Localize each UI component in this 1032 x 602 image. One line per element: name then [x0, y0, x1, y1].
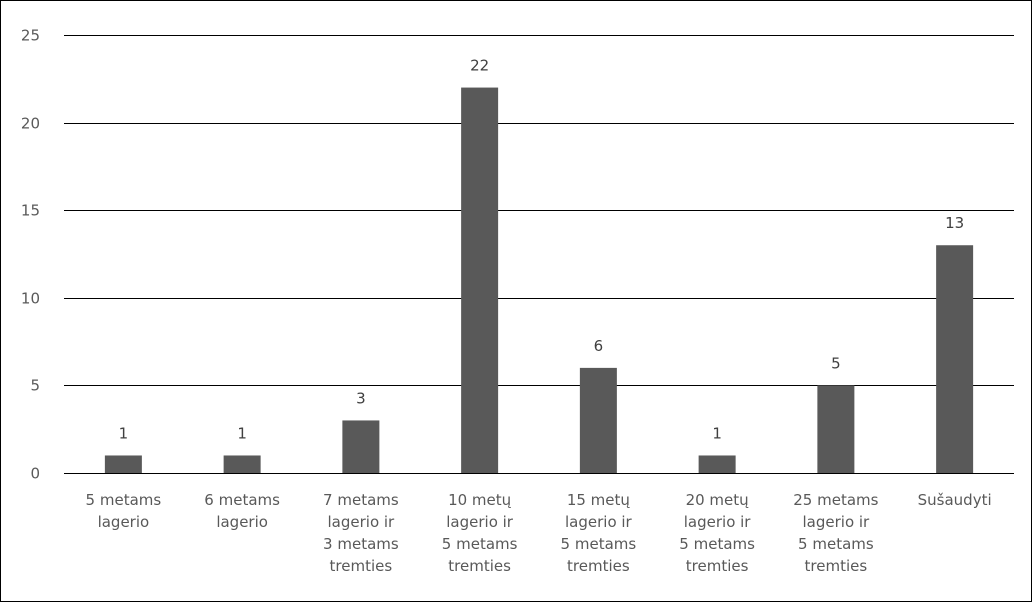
x-tick-label-line: lagerio ir	[328, 513, 396, 531]
data-label: 13	[945, 214, 964, 232]
x-tick-label-line: tremties	[805, 557, 868, 575]
data-label: 1	[712, 424, 722, 442]
data-label: 1	[237, 424, 247, 442]
x-tick-label-line: lagerio ir	[565, 513, 633, 531]
y-axis-ticks: 0 5 10 15 20 25	[21, 27, 40, 483]
y-tick-label: 0	[30, 465, 40, 483]
x-tick-label-line: Sušaudyti	[918, 491, 992, 509]
x-tick-label-line: tremties	[686, 557, 749, 575]
bar	[461, 87, 499, 473]
y-tick-label: 5	[30, 377, 40, 395]
y-tick-label: 20	[21, 115, 40, 133]
x-tick-label-line: 7 metams	[323, 491, 399, 509]
x-tick-label-line: lagerio ir	[446, 513, 514, 531]
y-tick-label: 15	[21, 202, 40, 220]
x-tick-label-line: lagerio	[98, 513, 150, 531]
y-tick-label: 25	[21, 27, 40, 45]
data-label: 1	[119, 424, 129, 442]
x-tick-label-line: 20 metų	[686, 491, 750, 509]
x-tick-label-line: 5 metams	[679, 535, 755, 553]
data-label: 22	[470, 57, 489, 75]
x-tick-label: 7 metams lagerio ir 3 metams tremties	[323, 491, 399, 575]
x-tick-label-line: lagerio	[216, 513, 268, 531]
data-label: 3	[356, 389, 366, 407]
x-tick-label-line: 15 metų	[567, 491, 631, 509]
x-tick-label: 10 metų lagerio ir 5 metams tremties	[442, 491, 518, 575]
x-tick-label: 20 metų lagerio ir 5 metams tremties	[679, 491, 755, 575]
x-tick-label-line: 5 metams	[798, 535, 874, 553]
x-tick-label-line: 6 metams	[204, 491, 280, 509]
x-tick-label-line: 10 metų	[448, 491, 512, 509]
bar	[104, 455, 142, 473]
x-axis-ticks: 5 metams lagerio 6 metams lagerio 7 metams la…	[86, 491, 992, 575]
x-tick-label-line: lagerio ir	[803, 513, 871, 531]
x-tick-label-line: 25 metams	[793, 491, 878, 509]
x-tick-label-line: lagerio ir	[684, 513, 752, 531]
x-tick-label-line: tremties	[330, 557, 393, 575]
bar	[579, 367, 617, 473]
x-tick-label-line: tremties	[567, 557, 630, 575]
x-tick-label-line: tremties	[448, 557, 511, 575]
x-tick-label: 15 metų lagerio ir 5 metams tremties	[561, 491, 637, 575]
bars	[104, 87, 974, 473]
x-tick-label-line: 5 metams	[86, 491, 162, 509]
x-tick-label: 25 metams lagerio ir 5 metams tremties	[793, 491, 878, 575]
bar	[223, 455, 261, 473]
x-tick-label: Sušaudyti	[918, 491, 992, 509]
data-label: 6	[594, 337, 604, 355]
bar	[698, 455, 736, 473]
gridlines	[64, 35, 1014, 474]
x-tick-label-line: 3 metams	[323, 535, 399, 553]
bar	[817, 385, 855, 473]
x-tick-label-line: 5 metams	[561, 535, 637, 553]
bar	[342, 420, 380, 473]
data-label: 5	[831, 354, 841, 372]
bar	[936, 245, 974, 473]
x-tick-label-line: 5 metams	[442, 535, 518, 553]
x-tick-label: 5 metams lagerio	[86, 491, 162, 531]
y-tick-label: 10	[21, 290, 40, 308]
x-tick-label: 6 metams lagerio	[204, 491, 280, 531]
